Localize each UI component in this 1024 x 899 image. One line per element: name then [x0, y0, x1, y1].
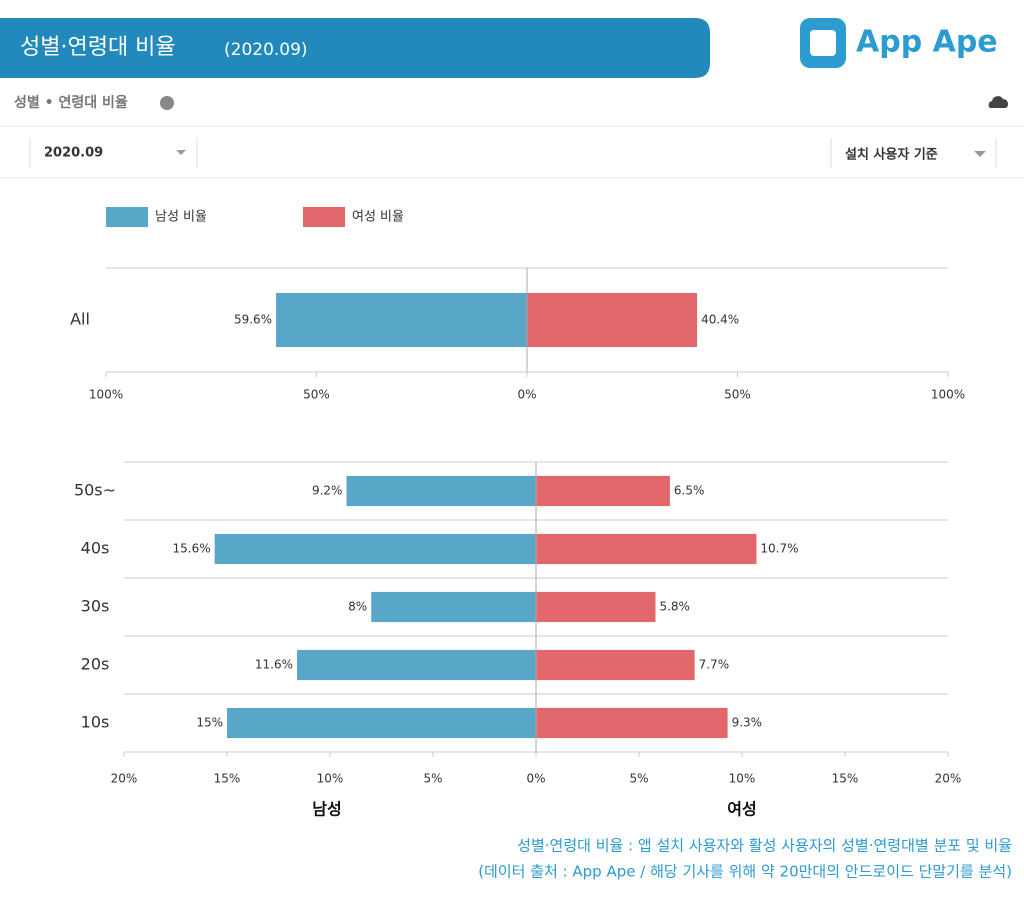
bar — [276, 292, 527, 348]
x-tick-label: 5% — [423, 772, 442, 786]
legend-label: 남성 비율 — [155, 210, 207, 225]
x-tick-label: 50% — [724, 388, 751, 402]
legend-label: 여성 비율 — [352, 210, 404, 225]
value-label: 15.6% — [173, 542, 211, 556]
bar — [536, 533, 757, 565]
legend-swatch — [106, 207, 148, 227]
bar — [297, 649, 536, 681]
value-label: 5.8% — [659, 600, 690, 614]
legend-swatch — [303, 207, 345, 227]
value-label: 15% — [196, 716, 223, 730]
header-date: (2020.09) — [224, 40, 308, 60]
category-label: 40s — [81, 539, 110, 558]
value-label: 9.2% — [312, 484, 343, 498]
period-dropdown[interactable]: 2020.09 — [29, 138, 198, 168]
x-tick-label: 15% — [832, 772, 859, 786]
basis-dropdown[interactable]: 설치 사용자 기준 — [830, 138, 997, 168]
category-label: 50s~ — [74, 481, 116, 500]
value-label: 9.3% — [732, 716, 763, 730]
period-value: 2020.09 — [44, 146, 103, 161]
value-label: 6.5% — [674, 484, 705, 498]
value-label: 40.4% — [701, 313, 739, 327]
x-tick-label: 0% — [517, 388, 536, 402]
panel-title: 성별 • 연령대 비율 — [14, 94, 128, 111]
bar — [527, 292, 698, 348]
bar — [346, 475, 536, 507]
bar — [536, 707, 728, 739]
basis-value: 설치 사용자 기준 — [845, 147, 938, 163]
x-tick-label: 20% — [111, 772, 138, 786]
category-label: 20s — [81, 655, 110, 674]
value-label: 10.7% — [760, 542, 798, 556]
bar — [214, 533, 536, 565]
note: (데이터 출처 : App Ape / 해당 기사를 위해 약 20만대의 안드… — [478, 863, 1012, 881]
header-banner — [0, 18, 710, 78]
value-label: 59.6% — [234, 313, 272, 327]
category-label: 30s — [81, 597, 110, 616]
download-icon[interactable] — [988, 96, 1009, 108]
x-tick-label: 10% — [317, 772, 344, 786]
x-tick-label: 20% — [935, 772, 962, 786]
logo-face — [810, 30, 836, 56]
x-tick-label: 5% — [629, 772, 648, 786]
logo-text: App Ape — [856, 25, 998, 60]
x-tick-label: 100% — [931, 388, 965, 402]
x-tick-label: 50% — [303, 388, 330, 402]
value-label: 7.7% — [699, 658, 730, 672]
bar — [536, 591, 656, 623]
bar — [536, 649, 695, 681]
category-label: 10s — [81, 713, 110, 732]
x-tick-label: 100% — [89, 388, 123, 402]
bar — [227, 707, 536, 739]
side-label: 남성 — [312, 800, 341, 819]
bar — [536, 475, 670, 507]
category-label: All — [70, 310, 90, 329]
side-label: 여성 — [727, 800, 756, 819]
help-icon[interactable] — [160, 96, 174, 110]
value-label: 8% — [348, 600, 367, 614]
x-tick-label: 15% — [214, 772, 241, 786]
note: 성별·연령대 비율 : 앱 설치 사용자와 활성 사용자의 성별·연령대별 분포… — [517, 837, 1012, 855]
x-tick-label: 10% — [729, 772, 756, 786]
bar — [371, 591, 536, 623]
header-title: 성별·연령대 비율 — [20, 35, 176, 60]
x-tick-label: 0% — [526, 772, 545, 786]
value-label: 11.6% — [255, 658, 293, 672]
